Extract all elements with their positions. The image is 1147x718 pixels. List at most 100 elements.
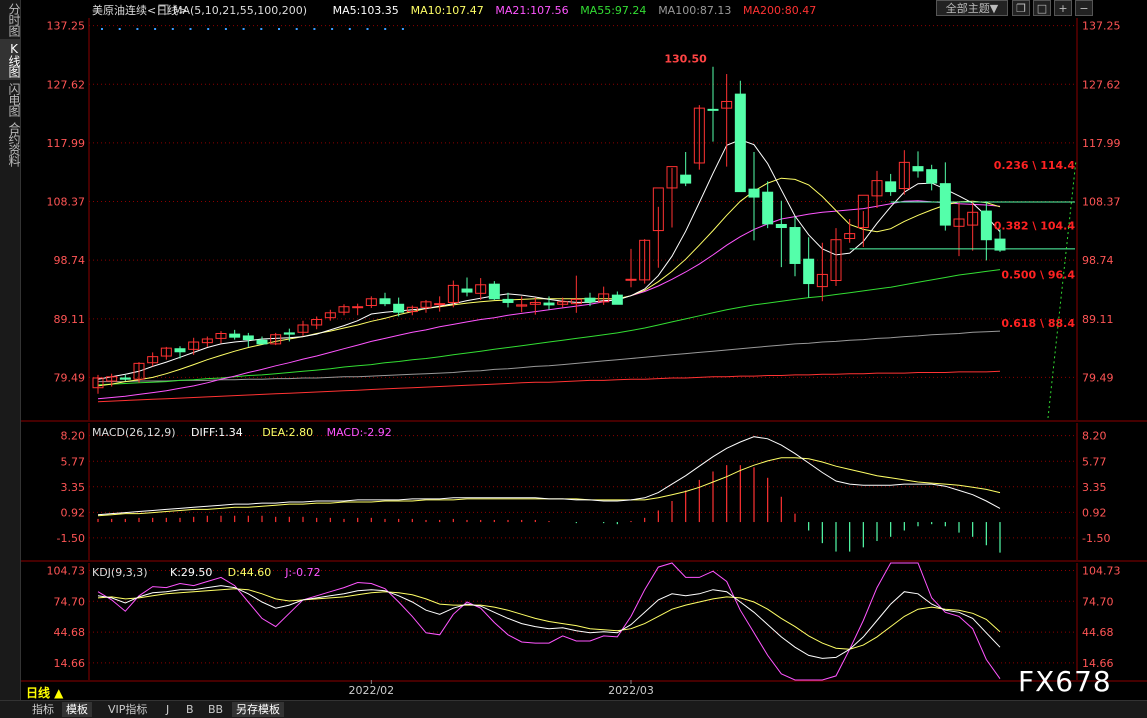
candle-body <box>447 284 459 303</box>
y-tick-label-right: 5.77 <box>1082 455 1107 468</box>
marker-dot <box>384 28 387 30</box>
y-tick-label-left: 0.92 <box>61 506 86 519</box>
marker-dot <box>278 28 280 30</box>
candle-body <box>625 278 637 281</box>
candle-body <box>953 218 965 227</box>
y-tick-label-right: 0.92 <box>1082 506 1107 519</box>
x-tick-label: 2022/03 <box>608 684 654 697</box>
bottom-tab-j[interactable]: J <box>166 703 170 716</box>
candle-body <box>488 283 500 300</box>
candle-body <box>201 338 213 344</box>
legend-entry: MACD:-2.92 <box>327 426 392 439</box>
legend-entry: K:29.50 <box>170 566 212 579</box>
fib-level-label: 0.618 \ 88.4 <box>1001 317 1075 330</box>
candle-body <box>475 284 487 294</box>
candle-body <box>611 294 623 305</box>
candle-body <box>420 301 432 308</box>
period-selector[interactable]: 日线 ▲ <box>26 686 64 700</box>
candle-body <box>912 166 924 172</box>
theme-dropdown-button[interactable]: 全部主题▼ <box>936 0 1008 16</box>
candle-body <box>748 188 760 198</box>
y-tick-label-left: 44.68 <box>54 626 86 639</box>
y-tick-label-right: 127.62 <box>1082 78 1121 91</box>
y-tick-label-left: 74.70 <box>54 595 86 608</box>
candle-body <box>939 183 951 226</box>
y-tick-label-left: 127.62 <box>47 78 86 91</box>
candle-body <box>160 347 172 357</box>
ma10-line <box>97 177 1001 387</box>
y-tick-label-right: 79.49 <box>1082 371 1114 384</box>
candle-body <box>789 227 801 264</box>
y-tick-label-right: 89.11 <box>1082 313 1114 326</box>
candle-body <box>119 377 131 380</box>
legend-entry: DEA:2.80 <box>262 426 313 439</box>
tab-intraday[interactable]: 分时图 <box>7 3 21 36</box>
candle-body <box>584 297 596 303</box>
zoom-out-icon[interactable]: − <box>1075 0 1093 16</box>
legend-entry: MA21:107.56 <box>495 4 568 17</box>
tab-flash[interactable]: 闪电图 <box>7 83 21 116</box>
y-tick-label-right: 74.70 <box>1082 595 1114 608</box>
y-tick-label-left: 117.99 <box>47 137 86 150</box>
marker-dot <box>348 28 351 30</box>
candle-body <box>92 377 104 389</box>
legend-entry: D:44.60 <box>228 566 272 579</box>
sidebar: 分时图 K线图 闪电图 合约资料 <box>0 0 21 718</box>
marker-dot <box>118 28 121 30</box>
y-tick-label-right: 137.25 <box>1082 20 1121 33</box>
ma200-line <box>97 370 1001 403</box>
candle-body <box>734 93 746 193</box>
candle-body <box>147 356 159 364</box>
tab-contract-info[interactable]: 合约资料 <box>7 122 21 166</box>
candle-body <box>283 332 295 335</box>
window-maximize-icon[interactable]: □ <box>1033 0 1051 16</box>
bottom-tab-bb[interactable]: BB <box>208 703 224 716</box>
legend-entry: MA200:80.47 <box>743 4 816 17</box>
candle-body <box>338 306 350 313</box>
candle-body <box>324 312 336 319</box>
y-tick-label-right: 3.35 <box>1082 481 1107 494</box>
kdj-d-line <box>97 588 1001 650</box>
candle-body <box>256 339 268 345</box>
y-tick-label-right: 14.66 <box>1082 657 1114 670</box>
marker-dot <box>313 28 316 30</box>
candle-body <box>926 169 938 184</box>
candle-body <box>775 223 787 229</box>
legend-entry: J:-0.72 <box>284 566 320 579</box>
candle-body <box>229 333 241 338</box>
candle-body <box>680 174 692 184</box>
y-tick-label-right: 104.73 <box>1082 564 1121 577</box>
y-tick-label-right: 8.20 <box>1082 430 1107 443</box>
y-tick-label-left: -1.50 <box>57 532 85 545</box>
marker-dot <box>207 28 210 30</box>
zoom-in-icon[interactable]: + <box>1054 0 1072 16</box>
candle-body <box>311 319 323 326</box>
marker-dot <box>366 28 369 30</box>
y-tick-label-left: 98.74 <box>54 254 86 267</box>
candle-body <box>816 273 828 288</box>
y-tick-label-left: 79.49 <box>54 371 86 384</box>
tab-kline[interactable]: K线图 <box>0 39 21 80</box>
bottom-tab-templates[interactable]: 模板 <box>62 702 92 717</box>
macd-diff-line <box>97 436 1001 516</box>
candle-body <box>898 161 910 190</box>
candle-body <box>529 301 541 305</box>
ma5-line <box>97 139 1001 380</box>
bottom-tab-vip-indicators[interactable]: VIP指标 <box>108 703 148 716</box>
candle-body <box>707 108 719 111</box>
marker-dot <box>171 28 174 30</box>
candle-body <box>693 107 705 164</box>
marker-dot <box>224 28 227 30</box>
bottom-tab-b[interactable]: B <box>186 703 194 716</box>
bottom-tab-indicators[interactable]: 指标 <box>32 703 54 716</box>
candle-body <box>133 362 145 380</box>
bottom-tab-save-template[interactable]: 另存模板 <box>232 702 284 717</box>
marker-dot <box>101 28 103 30</box>
y-tick-label-left: 3.35 <box>61 481 86 494</box>
window-restore-icon[interactable]: ❐ <box>1012 0 1030 16</box>
candle-body <box>830 239 842 282</box>
legend-entry: MA5:103.35 <box>333 4 399 17</box>
y-tick-label-right: 108.37 <box>1082 196 1121 209</box>
y-tick-label-left: 104.73 <box>47 564 86 577</box>
